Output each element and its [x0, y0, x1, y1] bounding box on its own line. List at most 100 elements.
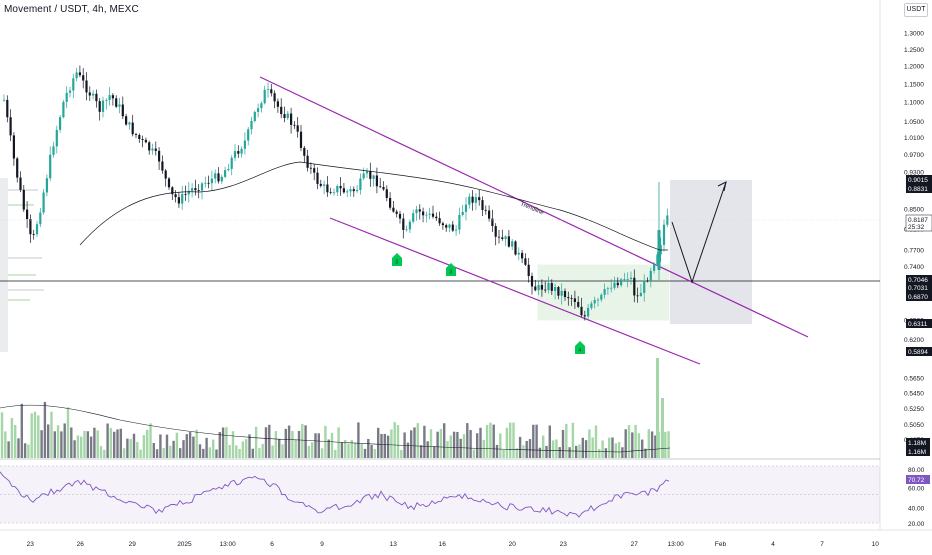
rsi-tick-label: 40.00 — [908, 506, 925, 513]
candle — [75, 72, 78, 79]
volume-bar — [297, 430, 301, 458]
volume-bar — [83, 430, 86, 458]
candle — [461, 211, 464, 215]
candle — [313, 168, 316, 173]
price-tick-label: 0.7400 — [904, 264, 924, 271]
candle — [653, 263, 656, 271]
candle — [167, 178, 171, 188]
volume-bar — [53, 431, 56, 458]
rsi-tick-label: 60.00 — [908, 486, 925, 493]
volume-bar — [641, 439, 644, 458]
price-tick-label: 1.0500 — [904, 119, 924, 126]
volume-bar — [568, 447, 571, 458]
volume-bar — [650, 431, 654, 458]
volume-bar — [330, 432, 334, 458]
candle — [431, 213, 435, 217]
volume-bar — [565, 423, 568, 458]
price-label-value: 0.7031 — [908, 285, 928, 292]
candle — [326, 184, 329, 193]
volume-profile-block — [0, 178, 8, 352]
candle — [164, 170, 167, 179]
candle — [560, 290, 563, 296]
volume-bar — [241, 441, 245, 458]
volume-bar — [436, 431, 439, 458]
candle — [356, 189, 359, 192]
volume-bar — [439, 429, 443, 458]
volume-bar — [307, 446, 311, 458]
volume-bar — [126, 438, 129, 458]
currency-button[interactable]: USDT — [904, 3, 928, 17]
volume-bar — [155, 449, 159, 458]
candle — [210, 178, 213, 184]
candle — [616, 282, 619, 286]
volume-bar — [179, 448, 182, 458]
volume-label: 1.18M — [906, 438, 930, 447]
candle — [29, 219, 32, 235]
volume-bar — [555, 439, 558, 458]
candle — [26, 209, 29, 220]
volume-bar — [492, 424, 495, 458]
rsi-current-tag: 70.72 — [906, 475, 930, 484]
price-tick-label: 0.8500 — [904, 207, 924, 214]
volume-bar — [304, 425, 307, 458]
candle — [92, 93, 95, 96]
candle — [260, 103, 263, 109]
candle — [540, 284, 543, 290]
price-label-bg — [906, 319, 932, 328]
candle — [111, 95, 114, 99]
candle — [32, 234, 35, 236]
time-tick-label: Feb — [715, 541, 727, 548]
volume-label-value: 1.16M — [908, 449, 926, 456]
candle — [197, 190, 200, 191]
volume-bar — [591, 437, 594, 458]
volume-bar — [248, 434, 251, 458]
volume-bar — [284, 428, 287, 458]
volume-bar — [106, 423, 109, 458]
volume-label-bg — [906, 447, 930, 456]
candle — [250, 121, 253, 130]
candle — [633, 277, 636, 296]
price-label-value: 0.9015 — [908, 177, 928, 184]
candle — [362, 173, 365, 179]
candle — [547, 283, 550, 291]
volume-bar — [27, 444, 30, 458]
candle — [494, 226, 497, 237]
price-label-value: 0.7046 — [908, 277, 928, 284]
volume-bar — [499, 433, 502, 458]
time-tick-label: 9 — [320, 541, 324, 548]
time-tick-label: 13 — [390, 541, 398, 548]
volume-bar — [485, 424, 489, 458]
volume-bar — [604, 448, 608, 458]
volume-bar — [634, 424, 637, 458]
volume-bar — [254, 426, 258, 458]
candle — [144, 139, 147, 143]
volume-bar — [50, 411, 53, 458]
signal-marker: 3 — [446, 263, 456, 276]
time-tick-label: 23 — [560, 541, 568, 548]
candle — [62, 101, 65, 118]
price-label: 0.5894 — [906, 347, 932, 356]
candle — [422, 211, 425, 216]
candle — [554, 287, 557, 291]
volume-bar — [608, 437, 611, 458]
candle — [464, 204, 468, 212]
candle — [303, 147, 306, 156]
candle — [544, 289, 547, 291]
volume-label-value: 1.18M — [908, 440, 926, 447]
signal-marker-shape — [446, 263, 456, 276]
candle — [643, 280, 646, 293]
candle — [491, 218, 494, 227]
volume-bar — [614, 443, 617, 458]
candle — [283, 114, 286, 118]
volume-bar — [423, 425, 426, 458]
volume-bar — [264, 427, 268, 458]
price-label-value: 0.8187 — [908, 217, 928, 224]
candle — [177, 197, 180, 204]
rsi-tick-label: 80.00 — [908, 467, 925, 474]
volume-bar — [10, 417, 14, 458]
volume-bar — [654, 435, 657, 458]
rsi-line — [0, 471, 670, 518]
candle — [567, 297, 570, 299]
